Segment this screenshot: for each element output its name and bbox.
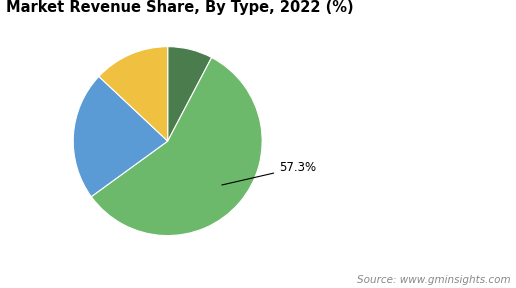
Wedge shape — [91, 58, 262, 236]
Wedge shape — [73, 76, 168, 197]
Wedge shape — [168, 47, 212, 141]
Title: Global Micro Electro-Mechanical System (MEMS)
Market Revenue Share, By Type, 202: Global Micro Electro-Mechanical System (… — [0, 0, 379, 15]
Text: Source: www.gminsights.com: Source: www.gminsights.com — [357, 275, 511, 285]
Wedge shape — [99, 47, 168, 141]
Text: 57.3%: 57.3% — [222, 161, 316, 185]
